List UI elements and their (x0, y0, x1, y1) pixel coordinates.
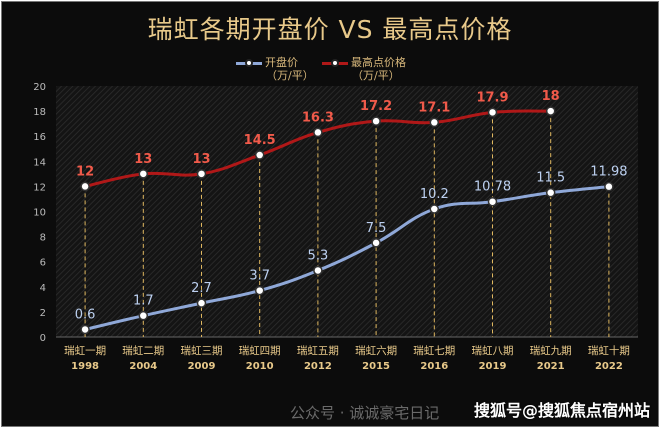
data-point (138, 169, 149, 179)
data-point (604, 181, 614, 192)
y-tick-label: 2 (40, 308, 46, 319)
x-tick-year: 2021 (537, 361, 565, 372)
y-tick-label: 8 (40, 233, 46, 244)
legend-item-peak-price: 最高点价格 （万/平） (322, 56, 406, 82)
y-tick-label: 16 (33, 132, 46, 143)
data-label: 14.5 (244, 133, 276, 148)
data-point (196, 298, 207, 308)
data-label: 10.2 (420, 187, 449, 202)
y-tick-label: 0 (40, 333, 46, 344)
y-tick-label: 10 (33, 208, 46, 219)
legend-swatch-red-icon (322, 58, 348, 68)
data-label: 13 (192, 152, 210, 167)
data-point (80, 181, 90, 192)
x-tick-year: 2019 (479, 361, 507, 372)
x-tick-label: 瑞虹五期 (297, 345, 339, 357)
y-tick-label: 6 (40, 258, 46, 269)
data-label: 5.3 (308, 248, 329, 263)
data-point (254, 150, 265, 160)
data-point (371, 238, 381, 248)
x-tick-year: 2010 (246, 361, 274, 372)
data-label: 0.6 (75, 307, 96, 322)
x-tick-label: 瑞虹十期 (588, 344, 630, 357)
data-point (254, 285, 265, 296)
data-label: 2.7 (191, 281, 212, 296)
legend-unit: （万/平） (266, 69, 314, 82)
data-point (371, 116, 381, 126)
data-label: 17.2 (360, 99, 392, 114)
data-point (545, 187, 556, 198)
data-label: 11.5 (536, 171, 565, 186)
x-tick-label: 瑞虹二期 (122, 345, 164, 357)
legend-label: 最高点价格 (351, 56, 406, 69)
legend-swatch-blue-icon (236, 58, 262, 68)
x-tick-year: 1998 (71, 361, 99, 372)
legend-item-opening-price: 开盘价 （万/平） (236, 56, 314, 82)
x-tick-year: 2004 (129, 361, 157, 372)
x-tick-label: 瑞虹六期 (355, 345, 397, 357)
x-tick-label: 瑞虹七期 (413, 345, 455, 357)
x-tick-label: 瑞虹四期 (239, 345, 281, 357)
x-tick-label: 瑞虹九期 (530, 345, 572, 357)
data-point (429, 117, 440, 128)
x-tick-year: 2015 (362, 361, 390, 372)
data-label: 3.7 (249, 269, 270, 284)
x-tick-year: 2012 (304, 361, 332, 372)
y-tick-label: 12 (33, 182, 46, 193)
watermark-wechat: 公众号 · 诚诚豪宅日记 (290, 404, 440, 422)
x-tick-year: 2022 (595, 361, 623, 372)
x-tick-year: 2016 (420, 361, 448, 372)
data-label: 7.5 (366, 221, 387, 236)
y-tick-label: 18 (33, 107, 46, 118)
data-point (138, 310, 149, 321)
legend-label: 开盘价 (265, 56, 298, 69)
y-tick-label: 14 (33, 157, 46, 168)
x-tick-label: 瑞虹三期 (181, 345, 223, 357)
data-label: 17.9 (476, 90, 508, 105)
series-line-0 (84, 185, 610, 331)
legend-unit: （万/平） (352, 69, 400, 82)
data-point (80, 324, 90, 335)
x-tick-label: 瑞虹一期 (64, 345, 106, 357)
y-tick-label: 4 (40, 283, 46, 294)
data-label: 11.98 (590, 165, 627, 180)
data-label: 12 (76, 164, 94, 179)
data-point (313, 127, 323, 138)
data-point (487, 107, 498, 118)
data-point (487, 196, 498, 207)
data-label: 10.78 (474, 180, 511, 195)
data-point (196, 169, 207, 179)
data-label: 16.3 (302, 110, 334, 125)
watermark-sohu: 搜狐号@搜狐焦点宿州站 (474, 401, 651, 420)
y-tick-label: 20 (33, 82, 46, 93)
chart-title: 瑞虹各期开盘价 VS 最高点价格 (147, 15, 513, 44)
data-label: 1.7 (133, 294, 154, 309)
data-label: 17.1 (418, 100, 450, 115)
data-point (545, 106, 556, 116)
plot-area (56, 86, 638, 337)
x-tick-label: 瑞虹八期 (472, 345, 514, 357)
data-label: 18 (542, 89, 560, 104)
x-tick-year: 2009 (188, 361, 216, 372)
data-label: 13 (134, 152, 152, 167)
data-point (313, 265, 323, 276)
data-point (429, 204, 440, 214)
